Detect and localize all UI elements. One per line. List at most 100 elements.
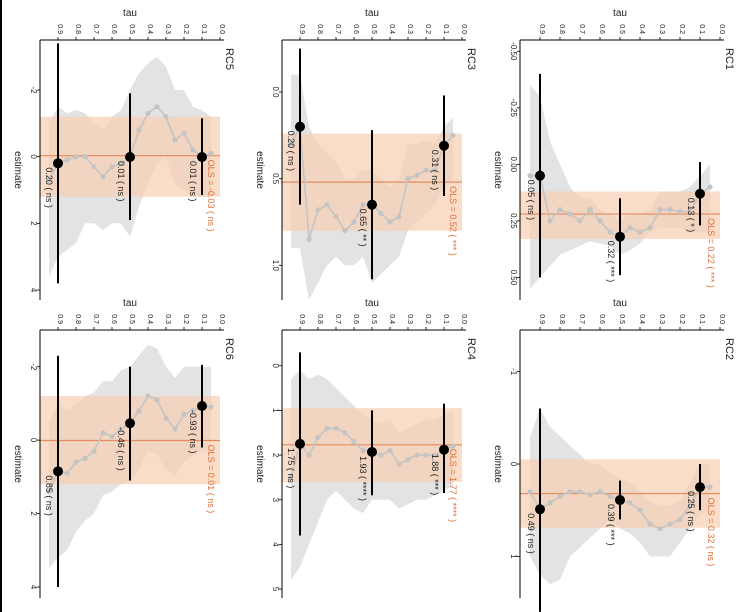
quantile-estimate-point	[378, 210, 384, 216]
tau-tick-label: 0.5	[128, 24, 135, 34]
estimate-tick-label: 1	[271, 408, 280, 413]
quantile-estimate-point	[46, 488, 52, 495]
tau-tick-label: 0.1	[442, 314, 449, 324]
quantile-estimate-label: 0.32 ( *** )	[606, 241, 616, 283]
tau-tick-label: 0.8	[558, 24, 565, 34]
ols-label: OLS = -0.03 ( ns )	[206, 160, 216, 232]
tau-tick-label: 0.0	[460, 314, 467, 324]
tau-tick-label: 0.7	[334, 314, 341, 324]
tau-tick-label: 0.8	[558, 314, 565, 324]
quantile-estimate-point	[190, 147, 196, 153]
tau-tick-label: 0.3	[658, 24, 665, 34]
tau-axis-title: tau	[365, 8, 379, 19]
quantile-highlight-point	[295, 121, 305, 132]
tau-tick-label: 0.7	[92, 24, 99, 34]
quantile-estimate-point	[647, 225, 653, 231]
estimate-tick-label: -1	[509, 368, 518, 376]
quantile-highlight-point	[439, 140, 449, 151]
estimate-tick-label: 2	[271, 453, 280, 458]
panel-rc4: 0.9 0.8 0.7 0.6 0.5 0.4 0.3 0.2 0.1 0.0 tau 0 1 2 3 4 5 e…	[254, 298, 477, 598]
tau-tick-label: 0.5	[128, 314, 135, 324]
quantile-highlight-point	[535, 504, 545, 515]
tau-tick-label: 0.7	[578, 314, 585, 324]
tau-tick-label: 0.7	[578, 24, 585, 34]
panel-title: RC6	[223, 338, 235, 360]
tau-tick-label: 0.6	[352, 24, 359, 34]
tau-tick-label: 0.4	[146, 314, 153, 324]
quantile-estimate-label: 1.88 ( *** )	[430, 454, 440, 496]
quantile-estimate-point	[145, 110, 151, 116]
quantile-estimate-point	[396, 461, 402, 467]
quantile-estimate-point	[557, 493, 563, 499]
quantile-estimate-point	[707, 184, 713, 190]
quantile-estimate-label: 0.65 ( ** )	[358, 209, 368, 247]
tau-tick-label: 0.4	[146, 24, 153, 34]
quantile-estimate-label: 0.05 ( ns )	[526, 180, 536, 221]
estimate-tick-label: -0.25	[509, 99, 518, 118]
quantile-highlight-point	[197, 400, 207, 411]
quantile-estimate-point	[432, 452, 438, 458]
quantile-estimate-point	[423, 167, 429, 173]
tau-tick-label: 0.9	[538, 314, 545, 324]
estimate-tick-label: 4	[29, 288, 38, 293]
quantile-estimate-point	[109, 433, 115, 440]
estimate-tick-label: -0.50	[509, 42, 518, 61]
quantile-highlight-point	[695, 482, 705, 493]
estimate-axis-title: estimate	[254, 151, 265, 189]
tau-tick-label: 0.7	[92, 314, 99, 324]
panel-rc2: 0.9 0.8 0.7 0.6 0.5 0.4 0.3 0.2 0.1 0.0 tau -1 0 1 est…	[492, 298, 735, 612]
quantile-estimate-point	[333, 214, 339, 220]
quantile-estimate-point	[109, 164, 115, 170]
tau-tick-label: 0.5	[618, 24, 625, 34]
tau-axis-title: tau	[365, 298, 379, 309]
tau-tick-label: 0.0	[218, 24, 225, 34]
quantile-estimate-label: 0.39 ( *** )	[606, 504, 616, 546]
tau-axis-title: tau	[123, 8, 137, 19]
tau-tick-label: 0.0	[460, 24, 467, 34]
quantile-highlight-point	[615, 495, 625, 506]
estimate-tick-label: 0	[29, 438, 38, 443]
quantile-estimate-label: 0.49 ( ns )	[526, 513, 536, 554]
quantile-estimate-point	[378, 452, 384, 458]
quantile-estimate-point	[172, 137, 178, 143]
quantile-highlight-point	[535, 170, 545, 181]
ols-label: OLS = 1.77 ( **** )	[448, 449, 458, 522]
estimate-tick-label: 3	[271, 498, 280, 503]
ols-label: OLS = 0.22 ( *** )	[706, 218, 716, 288]
estimate-axis-title: estimate	[492, 151, 503, 189]
quantile-estimate-label: 0.20 ( ns )	[44, 167, 54, 208]
quantile-estimate-point	[91, 448, 97, 454]
quantile-estimate-point	[118, 426, 124, 432]
quantile-estimate-label: 0.85 ( ns )	[44, 475, 54, 516]
quantile-estimate-point	[587, 206, 593, 213]
quantile-estimate-point	[73, 154, 79, 160]
tau-tick-label: 0.4	[388, 24, 395, 34]
tau-tick-label: 0.8	[74, 24, 81, 34]
quantile-estimate-point	[667, 521, 673, 527]
quantile-estimate-point	[306, 452, 312, 458]
tau-tick-label: 0.6	[352, 314, 359, 324]
quantile-estimate-point	[627, 500, 633, 506]
estimate-tick-label: 4	[29, 585, 38, 590]
tau-axis-title: tau	[123, 298, 137, 309]
figure-left-border	[0, 0, 2, 612]
tau-tick-label: 0.4	[638, 314, 645, 324]
tau-tick-label: 0.2	[424, 314, 431, 324]
panel-rc5: 0.9 0.8 0.7 0.6 0.5 0.4 0.3 0.2 0.1 0.0 tau -2 0 2 4 es…	[12, 8, 235, 300]
quantile-estimate-point	[73, 459, 79, 465]
quantile-estimate-point	[64, 470, 70, 476]
ols-label: OLS = 0.01 ( ns )	[206, 445, 216, 514]
quantile-highlight-point	[197, 152, 207, 162]
quantile-estimate-point	[657, 526, 663, 532]
tau-tick-label: 0.3	[406, 314, 413, 324]
quantile-estimate-point	[181, 130, 187, 136]
quantile-estimate-point	[64, 157, 70, 163]
quantile-estimate-point	[163, 114, 169, 120]
tau-tick-label: 0.5	[618, 314, 625, 324]
quantile-estimate-point	[587, 491, 593, 498]
estimate-tick-label: 0.0	[271, 86, 280, 98]
quantile-estimate-point	[154, 104, 160, 110]
panel-rc1: 0.9 0.8 0.7 0.6 0.5 0.4 0.3 0.2 0.1 0.0 tau -0.50 -0…	[492, 8, 735, 300]
quantile-highlight-point	[695, 188, 705, 199]
